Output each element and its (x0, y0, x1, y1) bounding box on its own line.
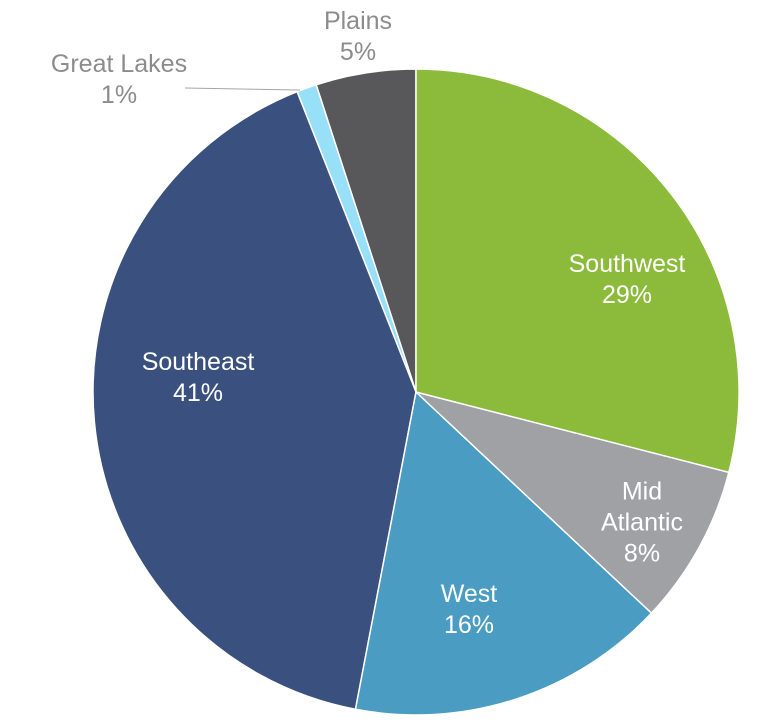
value-label: 1% (100, 81, 138, 109)
value-label: 29% (601, 281, 653, 309)
category-label: Mid Atlantic (601, 477, 683, 537)
pie-slice (92, 90, 417, 711)
category-label: West (440, 580, 498, 608)
leader-line (184, 87, 301, 91)
slice-label: Great Lakes 1% (29, 49, 209, 111)
slice-label: Southwest 29% (547, 249, 707, 311)
value-label: 16% (443, 611, 495, 639)
category-label: Great Lakes (50, 50, 188, 78)
value-label: 8% (623, 539, 661, 568)
slice-label: West 16% (409, 579, 529, 641)
slice-label: Southeast 41% (118, 347, 278, 409)
category-label: Southwest (568, 250, 686, 278)
pie-slice (415, 68, 740, 474)
value-label: 5% (339, 38, 377, 66)
slice-label: Plains 5% (298, 6, 418, 68)
value-label: 41% (172, 379, 224, 407)
category-label: Plains (323, 7, 393, 35)
slice-label: Mid Atlantic 8% (592, 477, 692, 570)
category-label: Southeast (141, 348, 255, 376)
pie-slice (415, 391, 730, 615)
pie-slice (354, 390, 653, 716)
